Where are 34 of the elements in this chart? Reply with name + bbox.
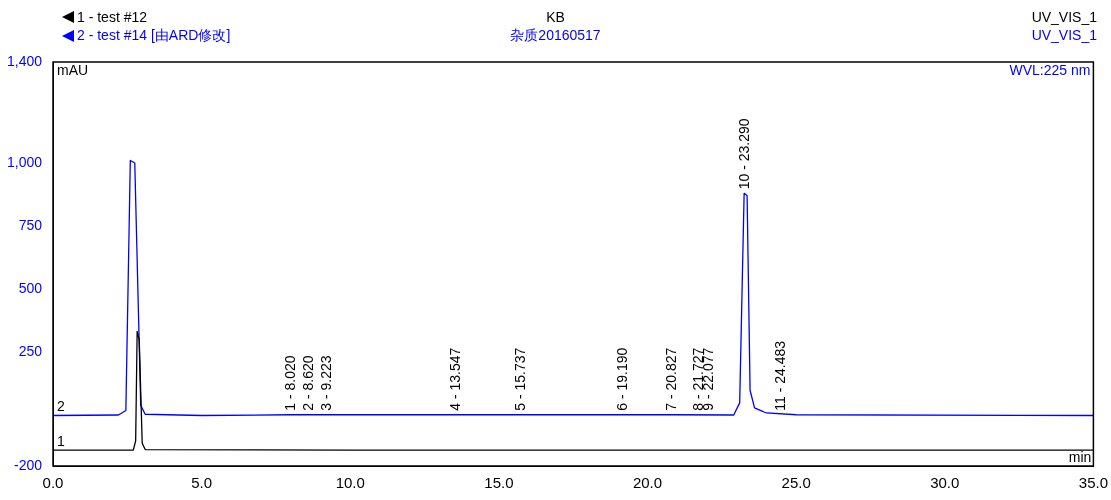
annotation: 10 - 23.290 <box>736 118 753 190</box>
y-tick-label: 250 <box>18 343 43 360</box>
y-tick-label: 750 <box>18 216 43 233</box>
y-tick-label: 1,400 <box>6 52 43 69</box>
annotation: 5 - 15.737 <box>511 347 528 411</box>
annotation: 2 <box>57 398 66 415</box>
annotation: 1 <box>57 432 66 449</box>
x-tick-label: 30.0 <box>930 474 960 492</box>
x-tick-label: 35.0 <box>1078 474 1108 492</box>
x-tick-label: 20.0 <box>632 474 663 492</box>
annotation: 1 - 8.020 <box>282 355 299 411</box>
annotation: 3 - 9.223 <box>318 355 335 411</box>
annotation: 11 - 24.483 <box>771 340 788 411</box>
chart-title: KB <box>546 9 565 25</box>
annotation: 6 - 19.190 <box>614 347 631 411</box>
legend-label: 2 - test #14 [由ARD修改] <box>77 27 231 45</box>
x-tick-label: 25.0 <box>781 474 811 492</box>
y-tick-label: -200 <box>14 456 43 473</box>
y-axis-title: mAU <box>57 61 89 78</box>
x-tick-label: 15.0 <box>484 474 514 492</box>
legend-label: 1 - test #12 <box>77 9 148 25</box>
y-tick-label: 1,000 <box>6 153 43 170</box>
x-tick-label: 0.0 <box>42 474 64 492</box>
y-tick-label: 500 <box>18 280 43 297</box>
annotation: 4 - 13.547 <box>446 347 463 411</box>
x-tick-label: 5.0 <box>191 474 213 492</box>
annotation: 2 - 8.620 <box>300 355 317 411</box>
text: UV_VIS_1 <box>1031 9 1097 25</box>
x-axis-title: min <box>1068 448 1092 465</box>
x-tick-label: 10.0 <box>335 474 365 492</box>
annotation: 7 - 20.827 <box>662 347 679 411</box>
text: UV_VIS_1 <box>1031 27 1097 43</box>
annotation: WVL:225 nm <box>1009 61 1091 78</box>
chart-subtitle: 杂质20160517 <box>510 27 601 43</box>
